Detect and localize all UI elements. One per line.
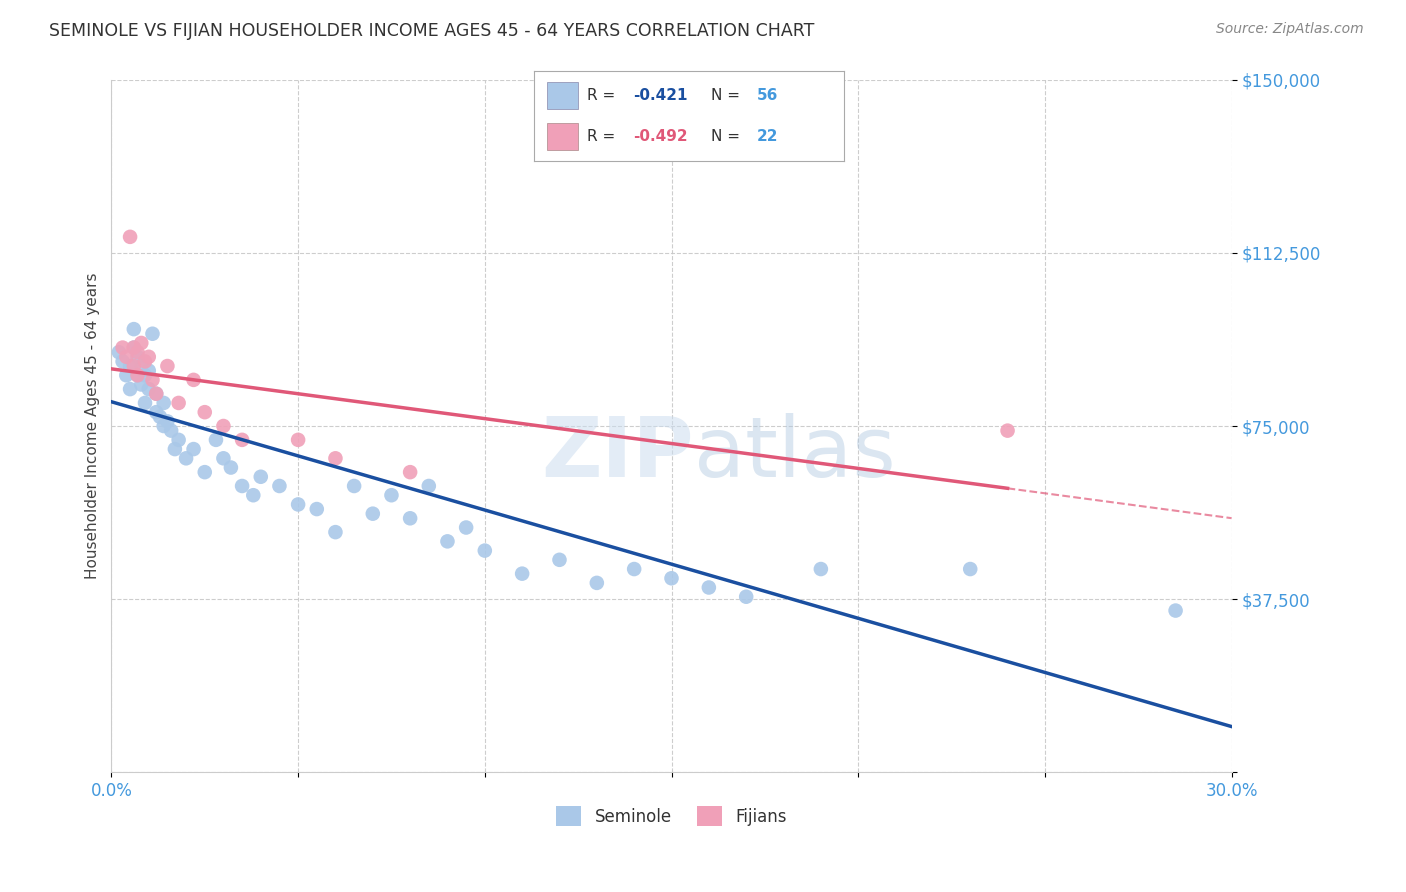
Point — [456, 520, 478, 534]
Point — [959, 562, 981, 576]
Point — [115, 368, 138, 383]
Text: 22: 22 — [756, 129, 779, 144]
Point — [343, 479, 366, 493]
Bar — [547, 82, 578, 109]
Text: SEMINOLE VS FIJIAN HOUSEHOLDER INCOME AGES 45 - 64 YEARS CORRELATION CHART: SEMINOLE VS FIJIAN HOUSEHOLDER INCOME AG… — [49, 22, 814, 40]
Point — [127, 345, 149, 359]
Point — [287, 433, 309, 447]
Point — [145, 405, 167, 419]
Text: ZIP: ZIP — [541, 413, 695, 494]
Point — [183, 442, 205, 456]
Point — [399, 511, 422, 525]
Point — [129, 359, 152, 373]
Point — [242, 488, 264, 502]
Point — [194, 405, 217, 419]
Point — [325, 451, 347, 466]
Point — [127, 368, 149, 383]
Point — [134, 368, 156, 383]
Point — [623, 562, 645, 576]
Point — [129, 335, 152, 350]
Point — [194, 465, 217, 479]
Point — [167, 396, 190, 410]
Point — [122, 341, 145, 355]
Point — [269, 479, 291, 493]
Point — [436, 534, 458, 549]
Point — [141, 326, 163, 341]
Point — [418, 479, 440, 493]
Point — [160, 424, 183, 438]
Point — [127, 350, 149, 364]
Point — [111, 341, 134, 355]
Point — [120, 230, 142, 244]
Text: R =: R = — [586, 129, 620, 144]
Point — [474, 543, 496, 558]
Y-axis label: Householder Income Ages 45 - 64 years: Householder Income Ages 45 - 64 years — [86, 273, 100, 579]
Point — [134, 354, 156, 368]
Point — [152, 396, 174, 410]
Bar — [547, 123, 578, 150]
Point — [108, 345, 131, 359]
Point — [174, 451, 197, 466]
Text: -0.492: -0.492 — [633, 129, 688, 144]
Point — [661, 571, 683, 585]
Point — [231, 433, 253, 447]
Point — [127, 368, 149, 383]
Point — [145, 386, 167, 401]
Point — [997, 424, 1019, 438]
Point — [735, 590, 758, 604]
Point — [1164, 603, 1187, 617]
Point — [111, 354, 134, 368]
Point — [399, 465, 422, 479]
Text: -0.421: -0.421 — [633, 88, 688, 103]
Text: atlas: atlas — [695, 413, 896, 494]
Point — [138, 382, 160, 396]
Point — [138, 350, 160, 364]
Point — [145, 386, 167, 401]
Point — [810, 562, 832, 576]
Point — [156, 414, 179, 428]
Point — [548, 553, 571, 567]
Text: 56: 56 — [756, 88, 779, 103]
Point — [305, 502, 328, 516]
Point — [167, 433, 190, 447]
Point — [120, 382, 142, 396]
Point — [129, 377, 152, 392]
Point — [249, 469, 271, 483]
Point — [122, 341, 145, 355]
Legend: Seminole, Fijians: Seminole, Fijians — [550, 799, 793, 833]
Text: N =: N = — [710, 129, 744, 144]
Point — [287, 498, 309, 512]
Point — [212, 419, 235, 434]
Point — [141, 373, 163, 387]
Point — [149, 409, 172, 424]
Point — [231, 479, 253, 493]
Point — [585, 575, 607, 590]
Point — [152, 419, 174, 434]
Point — [183, 373, 205, 387]
Point — [163, 442, 186, 456]
Point — [361, 507, 384, 521]
Point — [510, 566, 533, 581]
Point — [122, 359, 145, 373]
Point — [380, 488, 402, 502]
Point — [120, 359, 142, 373]
Text: Source: ZipAtlas.com: Source: ZipAtlas.com — [1216, 22, 1364, 37]
Point — [115, 350, 138, 364]
Point — [325, 525, 347, 540]
Text: N =: N = — [710, 88, 744, 103]
Point — [219, 460, 242, 475]
Point — [697, 581, 720, 595]
Point — [134, 396, 156, 410]
Point — [156, 359, 179, 373]
Point — [212, 451, 235, 466]
Point — [122, 322, 145, 336]
Text: R =: R = — [586, 88, 620, 103]
Point — [138, 364, 160, 378]
Point — [205, 433, 228, 447]
